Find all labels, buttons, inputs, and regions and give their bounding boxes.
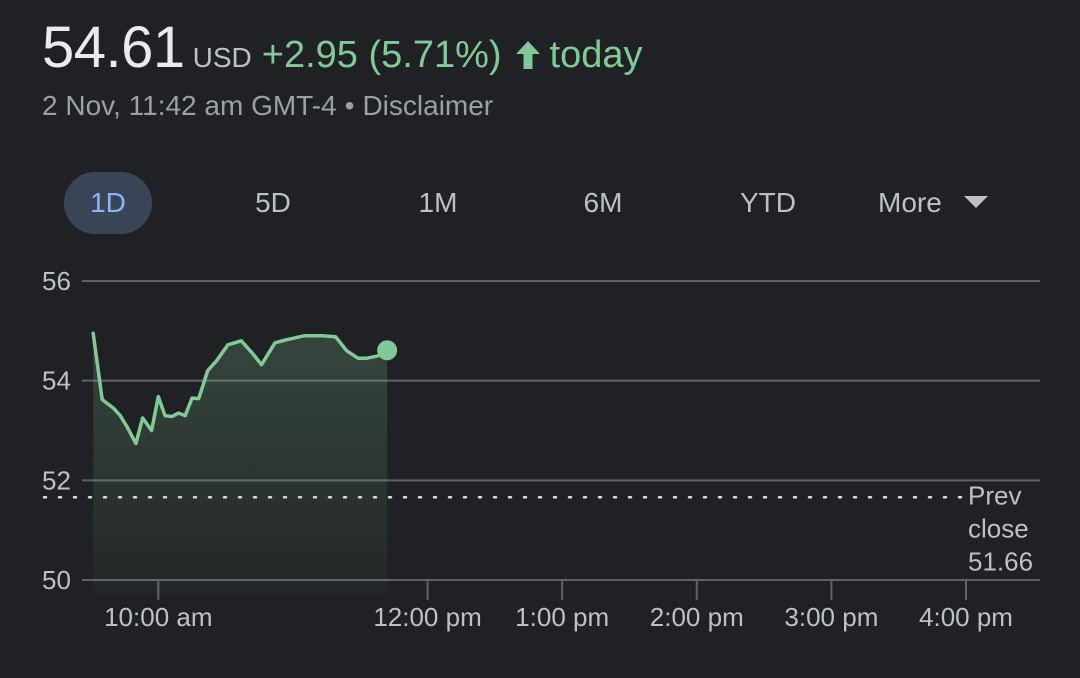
x-tick-label: 3:00 pm — [784, 602, 878, 632]
quote-timestamp-line: 2 Nov, 11:42 am GMT-4 • Disclaimer — [42, 90, 493, 122]
quote-timestamp: 2 Nov, 11:42 am GMT-4 — [42, 90, 337, 121]
y-tick-label: 54 — [42, 366, 71, 396]
x-tick-label: 4:00 pm — [919, 602, 1013, 632]
current-price-dot — [377, 340, 398, 361]
y-tick-label: 52 — [42, 465, 71, 495]
tab-6m[interactable]: 6M — [583, 187, 623, 218]
price-line — [91, 331, 389, 446]
chevron-down-icon — [963, 196, 988, 208]
change-period: today — [549, 34, 643, 76]
disclaimer-link[interactable]: Disclaimer — [362, 90, 494, 121]
x-tick-label: 12:00 pm — [373, 602, 481, 632]
x-tick-label: 10:00 am — [104, 602, 212, 632]
price-chart[interactable]: 56 54 52 50 10:00 am 12:00 pm 1:00 pm 2:00 pm 3:… — [0, 250, 1080, 650]
prev-close-label: Prev — [968, 480, 1021, 510]
range-tabs: 1D 5D 1M 6M YTD More — [0, 172, 1080, 234]
tab-5d[interactable]: 5D — [255, 187, 291, 218]
prev-close-label: 51.66 — [968, 546, 1033, 576]
prev-close-label: close — [968, 513, 1029, 543]
currency-code: USD — [192, 42, 252, 73]
quote-header: 54.61 USD +2.95 (5.71%) today — [42, 14, 643, 81]
x-tick-label: 1:00 pm — [515, 602, 609, 632]
x-tick-label: 2:00 pm — [650, 602, 744, 632]
y-tick-label: 56 — [42, 266, 71, 296]
current-price: 54.61 — [42, 15, 185, 80]
more-ranges-button[interactable]: More — [878, 172, 988, 234]
price-change: +2.95 (5.71%) — [261, 34, 502, 76]
y-tick-label: 50 — [42, 565, 71, 595]
tab-1m[interactable]: 1M — [418, 187, 458, 218]
price-area-fill — [93, 333, 388, 594]
tab-1d[interactable]: 1D — [64, 172, 152, 234]
arrow-up-icon — [514, 39, 542, 71]
tab-ytd[interactable]: YTD — [740, 187, 796, 218]
more-label: More — [878, 187, 942, 218]
separator-dot: • — [344, 90, 355, 121]
